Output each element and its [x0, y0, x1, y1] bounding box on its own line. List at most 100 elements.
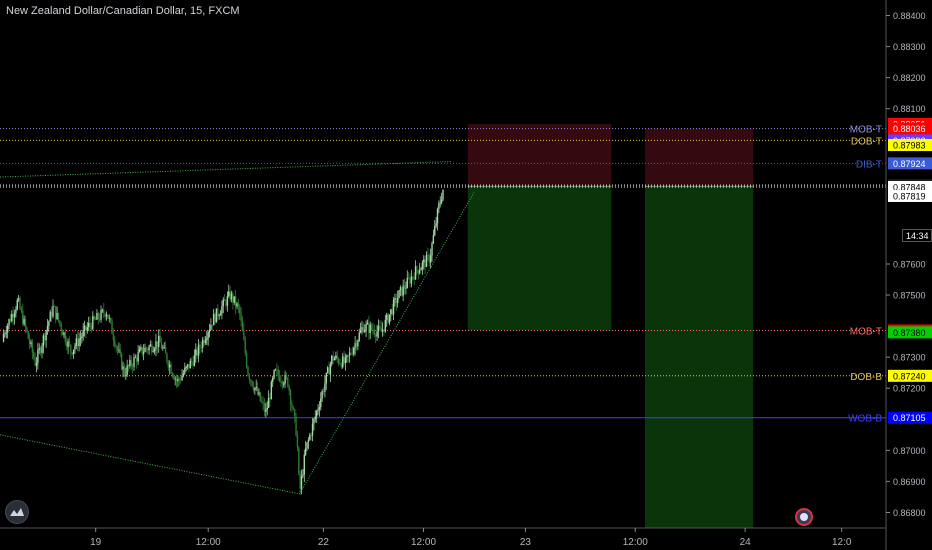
candle-body — [171, 373, 174, 376]
candle-body — [115, 346, 117, 347]
candle-body — [8, 319, 10, 326]
candle-body — [9, 319, 12, 322]
candle-body — [61, 330, 64, 336]
candle-body — [120, 353, 123, 370]
candle-body — [142, 351, 145, 354]
candle-body — [409, 278, 411, 284]
candle-body — [78, 339, 80, 347]
candle-body — [348, 352, 351, 356]
level-label-dib-t: DIB-T — [856, 159, 882, 170]
candle-body — [104, 313, 106, 317]
candle-body — [42, 335, 45, 347]
candle-body — [79, 338, 82, 340]
price-badge-label: 0.87924 — [893, 159, 926, 169]
y-tick-label: 0.88200 — [893, 73, 926, 83]
candle-body — [144, 347, 146, 352]
candle-body — [75, 338, 78, 347]
price-badge-label: 0.87105 — [893, 413, 926, 423]
candle-body — [420, 268, 422, 271]
candle-body — [355, 343, 358, 347]
candle-body — [27, 331, 29, 339]
candle-body — [332, 355, 334, 361]
candle-body — [159, 335, 161, 343]
candle-body — [170, 364, 172, 374]
candle-body — [314, 416, 316, 420]
candle-body — [336, 355, 338, 359]
candle-body — [97, 313, 100, 319]
candle-body — [105, 314, 108, 317]
candle-body — [64, 332, 67, 343]
candle-body — [230, 293, 233, 300]
candle-body — [310, 435, 312, 436]
candle-body — [369, 324, 371, 334]
candle-body — [92, 316, 94, 330]
candle-body — [6, 325, 9, 333]
candle-body — [370, 324, 373, 330]
candle-body — [259, 392, 262, 401]
candle-body — [425, 254, 428, 267]
candle-body — [33, 352, 35, 359]
trendline-2 — [299, 192, 475, 495]
candle-body — [418, 270, 421, 274]
candle-body — [211, 324, 213, 326]
candle-body — [63, 332, 65, 336]
candle-body — [229, 291, 231, 300]
candle-body — [20, 308, 23, 311]
candle-body — [214, 313, 216, 323]
candle-body — [37, 349, 39, 363]
position-target-zone-1 — [645, 186, 754, 528]
candle-body — [436, 208, 439, 224]
candle-body — [207, 332, 209, 339]
candle-body — [12, 314, 14, 318]
price-badge-bg — [888, 326, 932, 339]
candle-body — [103, 309, 105, 314]
candle-body — [96, 313, 98, 320]
candle-body — [188, 364, 190, 369]
candle-body — [269, 397, 271, 400]
candle-body — [133, 357, 135, 367]
candle-body — [262, 402, 264, 404]
y-tick-label: 0.86800 — [893, 508, 926, 518]
candle-body — [28, 338, 31, 345]
candle-body — [287, 377, 289, 387]
candle-body — [223, 299, 226, 302]
candle-body — [46, 325, 49, 331]
candle-body — [250, 379, 252, 381]
y-tick-label: 0.87000 — [893, 446, 926, 456]
candle-body — [164, 346, 167, 354]
candle-body — [359, 329, 362, 333]
tradingview-logo-icon[interactable] — [5, 500, 29, 524]
position-target-zone-0 — [467, 186, 612, 331]
bar-countdown-label: 14:34 — [902, 229, 932, 242]
chart-title: New Zealand Dollar/Canadian Dollar, 15, … — [6, 5, 240, 17]
candle-body — [291, 403, 293, 408]
candle-body — [280, 381, 282, 382]
candle-body — [68, 341, 71, 345]
candle-body — [273, 370, 275, 379]
level-label-wob-b: WOB-B — [848, 414, 882, 425]
candle-body — [293, 409, 296, 417]
candle-body — [399, 287, 402, 291]
y-tick-label: 0.86900 — [893, 477, 926, 487]
y-tick-label: 0.87500 — [893, 291, 926, 301]
candle-body — [377, 326, 380, 332]
candle-body — [350, 352, 352, 354]
candle-body — [434, 226, 436, 236]
candle-body — [254, 388, 256, 391]
candle-body — [100, 310, 102, 320]
candle-body — [403, 285, 406, 289]
candle-body — [206, 338, 208, 341]
candle-body — [343, 356, 345, 364]
candle-body — [226, 296, 229, 306]
candle-body — [258, 392, 260, 395]
candle-body — [353, 348, 355, 354]
candle-body — [435, 223, 437, 227]
candle-body — [212, 313, 215, 326]
candle-body — [300, 475, 303, 489]
candle-body — [59, 320, 61, 325]
candle-body — [16, 300, 18, 310]
candle-body — [324, 383, 326, 392]
candle-body — [281, 381, 284, 385]
alert-badge-icon[interactable] — [795, 508, 813, 526]
